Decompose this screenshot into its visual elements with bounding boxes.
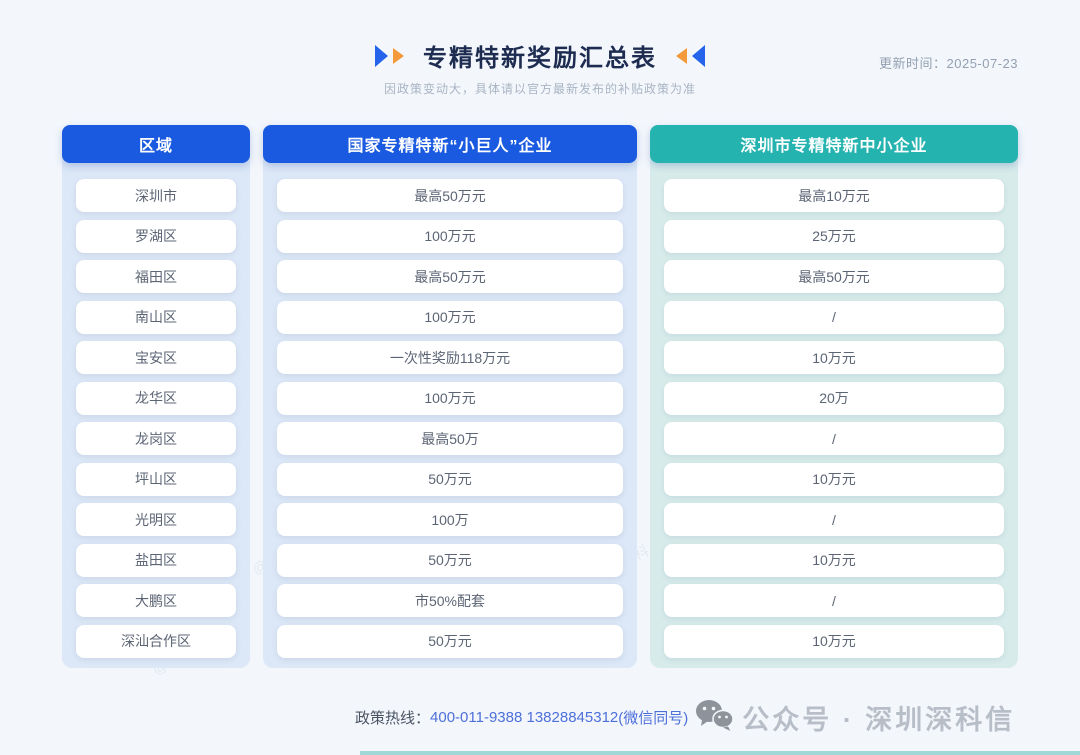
region-cell: 南山区 xyxy=(76,300,236,334)
column-national-little-giant: 国家专精特新“小巨人”企业 最高50万元 100万元 最高50万元 100万元 一次性奖励… xyxy=(263,125,637,668)
region-cell: 深汕合作区 xyxy=(76,624,236,658)
column-header-shenzhen-sme: 深圳市专精特新中小企业 xyxy=(650,125,1018,163)
national-little-giant-cell: 50万元 xyxy=(277,462,623,496)
shenzhen-sme-cell: 25万元 xyxy=(664,219,1004,253)
region-cell: 大鹏区 xyxy=(76,584,236,617)
shenzhen-sme-cell: / xyxy=(664,503,1004,536)
title-right-arrows-icon xyxy=(671,44,707,68)
footer: 政策热线： 400-011-9388 13828845312 (微信同号) 公众… xyxy=(355,698,1015,737)
column-shenzhen-sme: 深圳市专精特新中小企业最高10万元 25万元最高50万元 / 10万元 20万 / 10万元… xyxy=(650,125,1018,668)
national-little-giant-cell: 100万 xyxy=(277,503,623,536)
shenzhen-sme-cell: / xyxy=(664,584,1004,617)
region-cell: 宝安区 xyxy=(76,341,236,374)
hotline-wechat-note: (微信同号) xyxy=(618,710,689,727)
title-left-arrows-icon xyxy=(373,44,409,68)
region-cell: 深圳市 xyxy=(76,179,236,212)
region-cell: 龙华区 xyxy=(76,381,236,415)
wechat-icon xyxy=(694,698,734,737)
region-cell: 坪山区 xyxy=(76,462,236,496)
column-rows-national-little-giant: 最高50万元 100万元 最高50万元 100万元 一次性奖励118万元 100万元 最高5… xyxy=(263,163,637,658)
page-title: 专精特新奖励汇总表 xyxy=(423,45,657,72)
region-cell: 龙岗区 xyxy=(76,422,236,455)
national-little-giant-cell: 100万元 xyxy=(277,381,623,415)
bottom-accent-strip xyxy=(360,751,1080,755)
subtitle: 因政策变动大，具体请以官方最新发布的补贴政策为准 xyxy=(383,82,696,96)
region-cell: 光明区 xyxy=(76,503,236,536)
award-table: 区域深圳市罗湖区福田区南山区宝安区龙华区龙岗区坪山区光明区盐田区大鹏区深汕合作区… xyxy=(62,125,1018,668)
region-cell: 福田区 xyxy=(76,260,236,293)
hotline-label: 政策热线： xyxy=(355,710,431,727)
column-rows-region: 深圳市罗湖区福田区南山区宝安区龙华区龙岗区坪山区光明区盐田区大鹏区深汕合作区 xyxy=(62,163,250,658)
shenzhen-sme-cell: 10万元 xyxy=(664,341,1004,374)
national-little-giant-cell: 最高50万元 xyxy=(277,179,623,212)
shenzhen-sme-cell: 最高50万元 xyxy=(664,260,1004,293)
wechat-branding: 公众号 · 深圳深科信 xyxy=(694,698,1015,737)
shenzhen-sme-cell: 20万 xyxy=(664,381,1004,415)
region-cell: 盐田区 xyxy=(76,543,236,577)
national-little-giant-cell: 市50%配套 xyxy=(277,584,623,617)
national-little-giant-cell: 50万元 xyxy=(277,624,623,658)
column-rows-shenzhen-sme: 最高10万元 25万元最高50万元 / 10万元 20万 / 10万元 / 10万元 / 10万元 xyxy=(650,163,1018,658)
column-region: 区域深圳市罗湖区福田区南山区宝安区龙华区龙岗区坪山区光明区盐田区大鹏区深汕合作区 xyxy=(62,125,250,668)
wechat-account-label: 公众号 · 深圳深科信 xyxy=(742,705,1016,735)
update-time: 更新时间：2025-07-23 xyxy=(879,56,1018,71)
title-row: 专精特新奖励汇总表 xyxy=(0,38,1080,73)
national-little-giant-cell: 最高50万 xyxy=(277,422,623,455)
national-little-giant-cell: 50万元 xyxy=(277,543,623,577)
shenzhen-sme-cell: 10万元 xyxy=(664,462,1004,496)
national-little-giant-cell: 100万元 xyxy=(277,219,623,253)
shenzhen-sme-cell: 10万元 xyxy=(664,624,1004,658)
column-header-national-little-giant: 国家专精特新“小巨人”企业 xyxy=(263,125,637,163)
region-cell: 罗湖区 xyxy=(76,219,236,253)
shenzhen-sme-cell: / xyxy=(664,422,1004,455)
column-header-region: 区域 xyxy=(62,125,250,163)
hotline-numbers[interactable]: 400-011-9388 13828845312 xyxy=(430,709,619,726)
national-little-giant-cell: 100万元 xyxy=(277,300,623,334)
shenzhen-sme-cell: 最高10万元 xyxy=(664,179,1004,212)
national-little-giant-cell: 最高50万元 xyxy=(277,260,623,293)
shenzhen-sme-cell: 10万元 xyxy=(664,543,1004,577)
shenzhen-sme-cell: / xyxy=(664,300,1004,334)
national-little-giant-cell: 一次性奖励118万元 xyxy=(277,341,623,374)
